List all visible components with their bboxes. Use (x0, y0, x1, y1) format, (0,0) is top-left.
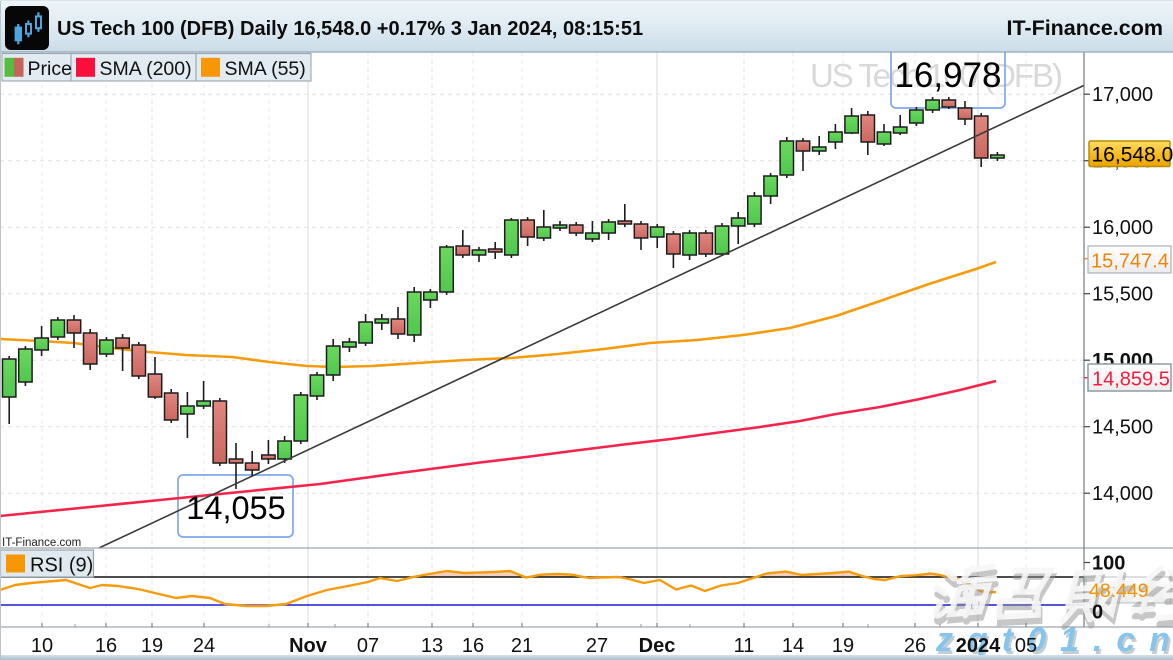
svg-text:14,500: 14,500 (1092, 417, 1153, 439)
svg-text:RSI (9): RSI (9) (30, 555, 93, 577)
svg-text:11: 11 (734, 635, 755, 657)
svg-text:26: 26 (904, 635, 926, 657)
svg-text:US Tech 100 (DFB) Daily 16,548: US Tech 100 (DFB) Daily 16,548.0 +0.17% … (57, 18, 643, 40)
svg-text:Dec: Dec (639, 635, 676, 657)
svg-text:16,978: 16,978 (894, 56, 1001, 95)
svg-text:19: 19 (832, 635, 854, 657)
svg-text:13: 13 (421, 635, 443, 657)
svg-text:16: 16 (95, 635, 117, 657)
svg-text:17,000: 17,000 (1092, 84, 1153, 106)
svg-text:14,859.5: 14,859.5 (1092, 369, 1170, 391)
svg-text:05: 05 (1015, 635, 1037, 657)
svg-text:19: 19 (141, 635, 163, 657)
svg-text:14: 14 (782, 635, 804, 657)
svg-text:zqt01.cn: zqt01.cn (935, 621, 1173, 659)
svg-text:15,500: 15,500 (1092, 284, 1153, 306)
svg-text:24: 24 (193, 635, 215, 657)
svg-text:16,548.0: 16,548.0 (1092, 144, 1173, 167)
svg-text:16,000: 16,000 (1092, 217, 1153, 239)
svg-text:10: 10 (31, 635, 53, 657)
svg-text:US Tech 100 (DFB): US Tech 100 (DFB) (810, 57, 1063, 94)
svg-text:SMA (200): SMA (200) (100, 58, 192, 80)
svg-text:IT-Finance.com: IT-Finance.com (1006, 16, 1163, 40)
svg-text:48.449: 48.449 (1089, 580, 1149, 602)
svg-text:IT-Finance.com: IT-Finance.com (2, 537, 81, 549)
svg-text:21: 21 (511, 635, 533, 657)
svg-text:2024: 2024 (956, 635, 1001, 657)
svg-text:07: 07 (357, 635, 379, 657)
svg-text:14,055: 14,055 (186, 490, 285, 526)
svg-text:14,000: 14,000 (1092, 483, 1153, 505)
svg-text:SMA (55): SMA (55) (225, 58, 306, 80)
svg-text:Price: Price (28, 58, 72, 80)
svg-text:15,747.4: 15,747.4 (1091, 251, 1169, 273)
svg-text:27: 27 (586, 635, 608, 657)
svg-text:16: 16 (462, 635, 484, 657)
svg-text:zqt01.cn: zqt01.cn (937, 624, 1173, 660)
svg-text:0: 0 (1092, 602, 1103, 624)
svg-text:100: 100 (1092, 553, 1125, 575)
svg-text:Nov: Nov (289, 635, 328, 657)
